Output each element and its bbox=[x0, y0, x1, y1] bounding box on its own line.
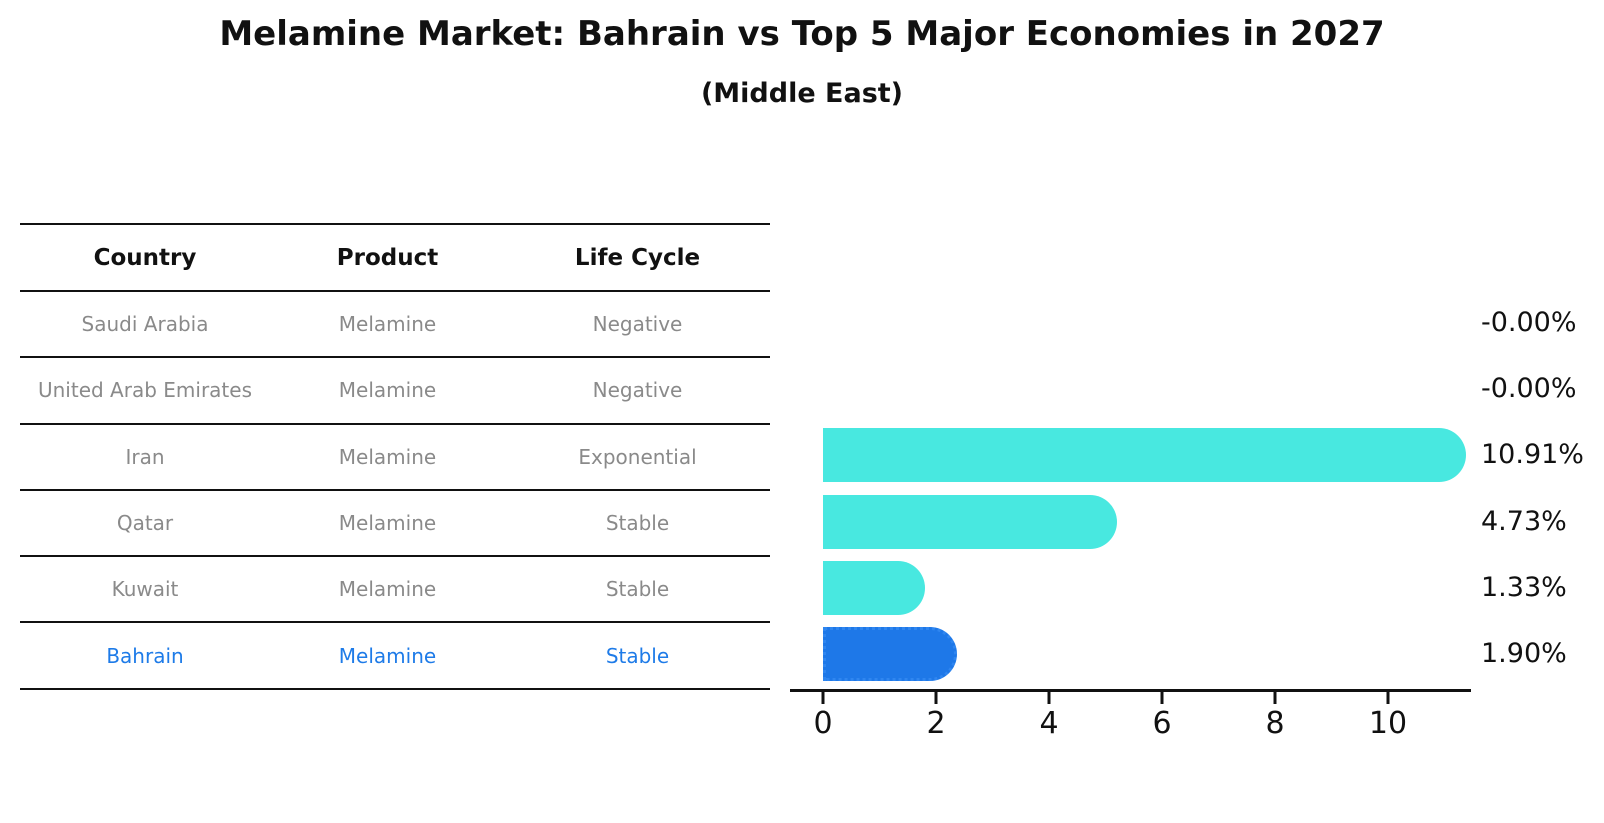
x-axis-tick bbox=[1160, 692, 1164, 704]
product-cell: Melamine bbox=[338, 444, 437, 469]
table-row-kuwait: Kuwait Melamine Stable bbox=[20, 557, 770, 624]
country-cell: Kuwait bbox=[111, 577, 179, 602]
table-row-united-arab-emirates: United Arab Emirates Melamine Negative bbox=[20, 358, 770, 425]
value-label-qatar: 4.73% bbox=[1481, 506, 1567, 537]
chart-title: Melamine Market: Bahrain vs Top 5 Major … bbox=[219, 14, 1385, 54]
country-cell: Qatar bbox=[116, 511, 174, 536]
country-cell: Bahrain bbox=[106, 643, 184, 668]
x-axis-tick-label: 2 bbox=[926, 706, 946, 741]
column-header-life-cycle: Life Cycle bbox=[574, 244, 701, 271]
bar-iran bbox=[823, 428, 1467, 482]
table-row-qatar: Qatar Melamine Stable bbox=[20, 491, 770, 558]
x-axis-tick-label: 6 bbox=[1152, 706, 1172, 741]
country-cell: Iran bbox=[125, 444, 165, 469]
bar-bahrain-highlight bbox=[823, 627, 958, 681]
value-label-bahrain: 1.90% bbox=[1481, 638, 1567, 669]
product-cell: Melamine bbox=[338, 378, 437, 403]
x-axis-tick bbox=[1047, 692, 1051, 704]
life-cycle-cell: Stable bbox=[605, 643, 670, 668]
value-label-united-arab-emirates: -0.00% bbox=[1481, 373, 1577, 404]
life-cycle-cell: Negative bbox=[592, 312, 683, 337]
chart-subtitle: (Middle East) bbox=[700, 78, 904, 109]
product-cell: Melamine bbox=[338, 312, 437, 337]
country-table: Country Product Life Cycle Saudi Arabia … bbox=[20, 223, 770, 690]
product-cell: Melamine bbox=[338, 643, 437, 668]
value-label-iran: 10.91% bbox=[1481, 439, 1584, 470]
table-header-row: Country Product Life Cycle bbox=[20, 225, 770, 292]
life-cycle-cell: Stable bbox=[605, 577, 670, 602]
column-header-product: Product bbox=[336, 244, 439, 271]
x-axis-tick-label: 8 bbox=[1265, 706, 1285, 741]
life-cycle-cell: Exponential bbox=[578, 444, 697, 469]
life-cycle-cell: Negative bbox=[592, 378, 683, 403]
bar-qatar bbox=[823, 495, 1118, 549]
bar-chart: 0 2 4 6 8 10 -0.00% -0.00% 10.91% 4.73% … bbox=[790, 223, 1604, 783]
x-axis-tick bbox=[1386, 692, 1390, 704]
x-axis-tick bbox=[1273, 692, 1277, 704]
value-label-saudi-arabia: -0.00% bbox=[1481, 307, 1577, 338]
column-header-country: Country bbox=[93, 244, 197, 271]
x-axis-tick-label: 10 bbox=[1368, 706, 1408, 741]
x-axis-tick-label: 4 bbox=[1039, 706, 1059, 741]
product-cell: Melamine bbox=[338, 577, 437, 602]
table-row-bahrain: Bahrain Melamine Stable bbox=[20, 623, 770, 690]
x-axis-tick bbox=[821, 692, 825, 704]
value-label-kuwait: 1.33% bbox=[1481, 572, 1567, 603]
x-axis-tick bbox=[934, 692, 938, 704]
table-row-iran: Iran Melamine Exponential bbox=[20, 425, 770, 491]
life-cycle-cell: Stable bbox=[605, 511, 670, 536]
x-axis-tick-label: 0 bbox=[813, 706, 833, 741]
country-cell: United Arab Emirates bbox=[37, 378, 252, 403]
product-cell: Melamine bbox=[338, 511, 437, 536]
bar-kuwait bbox=[823, 561, 926, 615]
table-row-saudi-arabia: Saudi Arabia Melamine Negative bbox=[20, 292, 770, 359]
country-cell: Saudi Arabia bbox=[81, 312, 209, 337]
x-axis-line bbox=[790, 689, 1471, 692]
